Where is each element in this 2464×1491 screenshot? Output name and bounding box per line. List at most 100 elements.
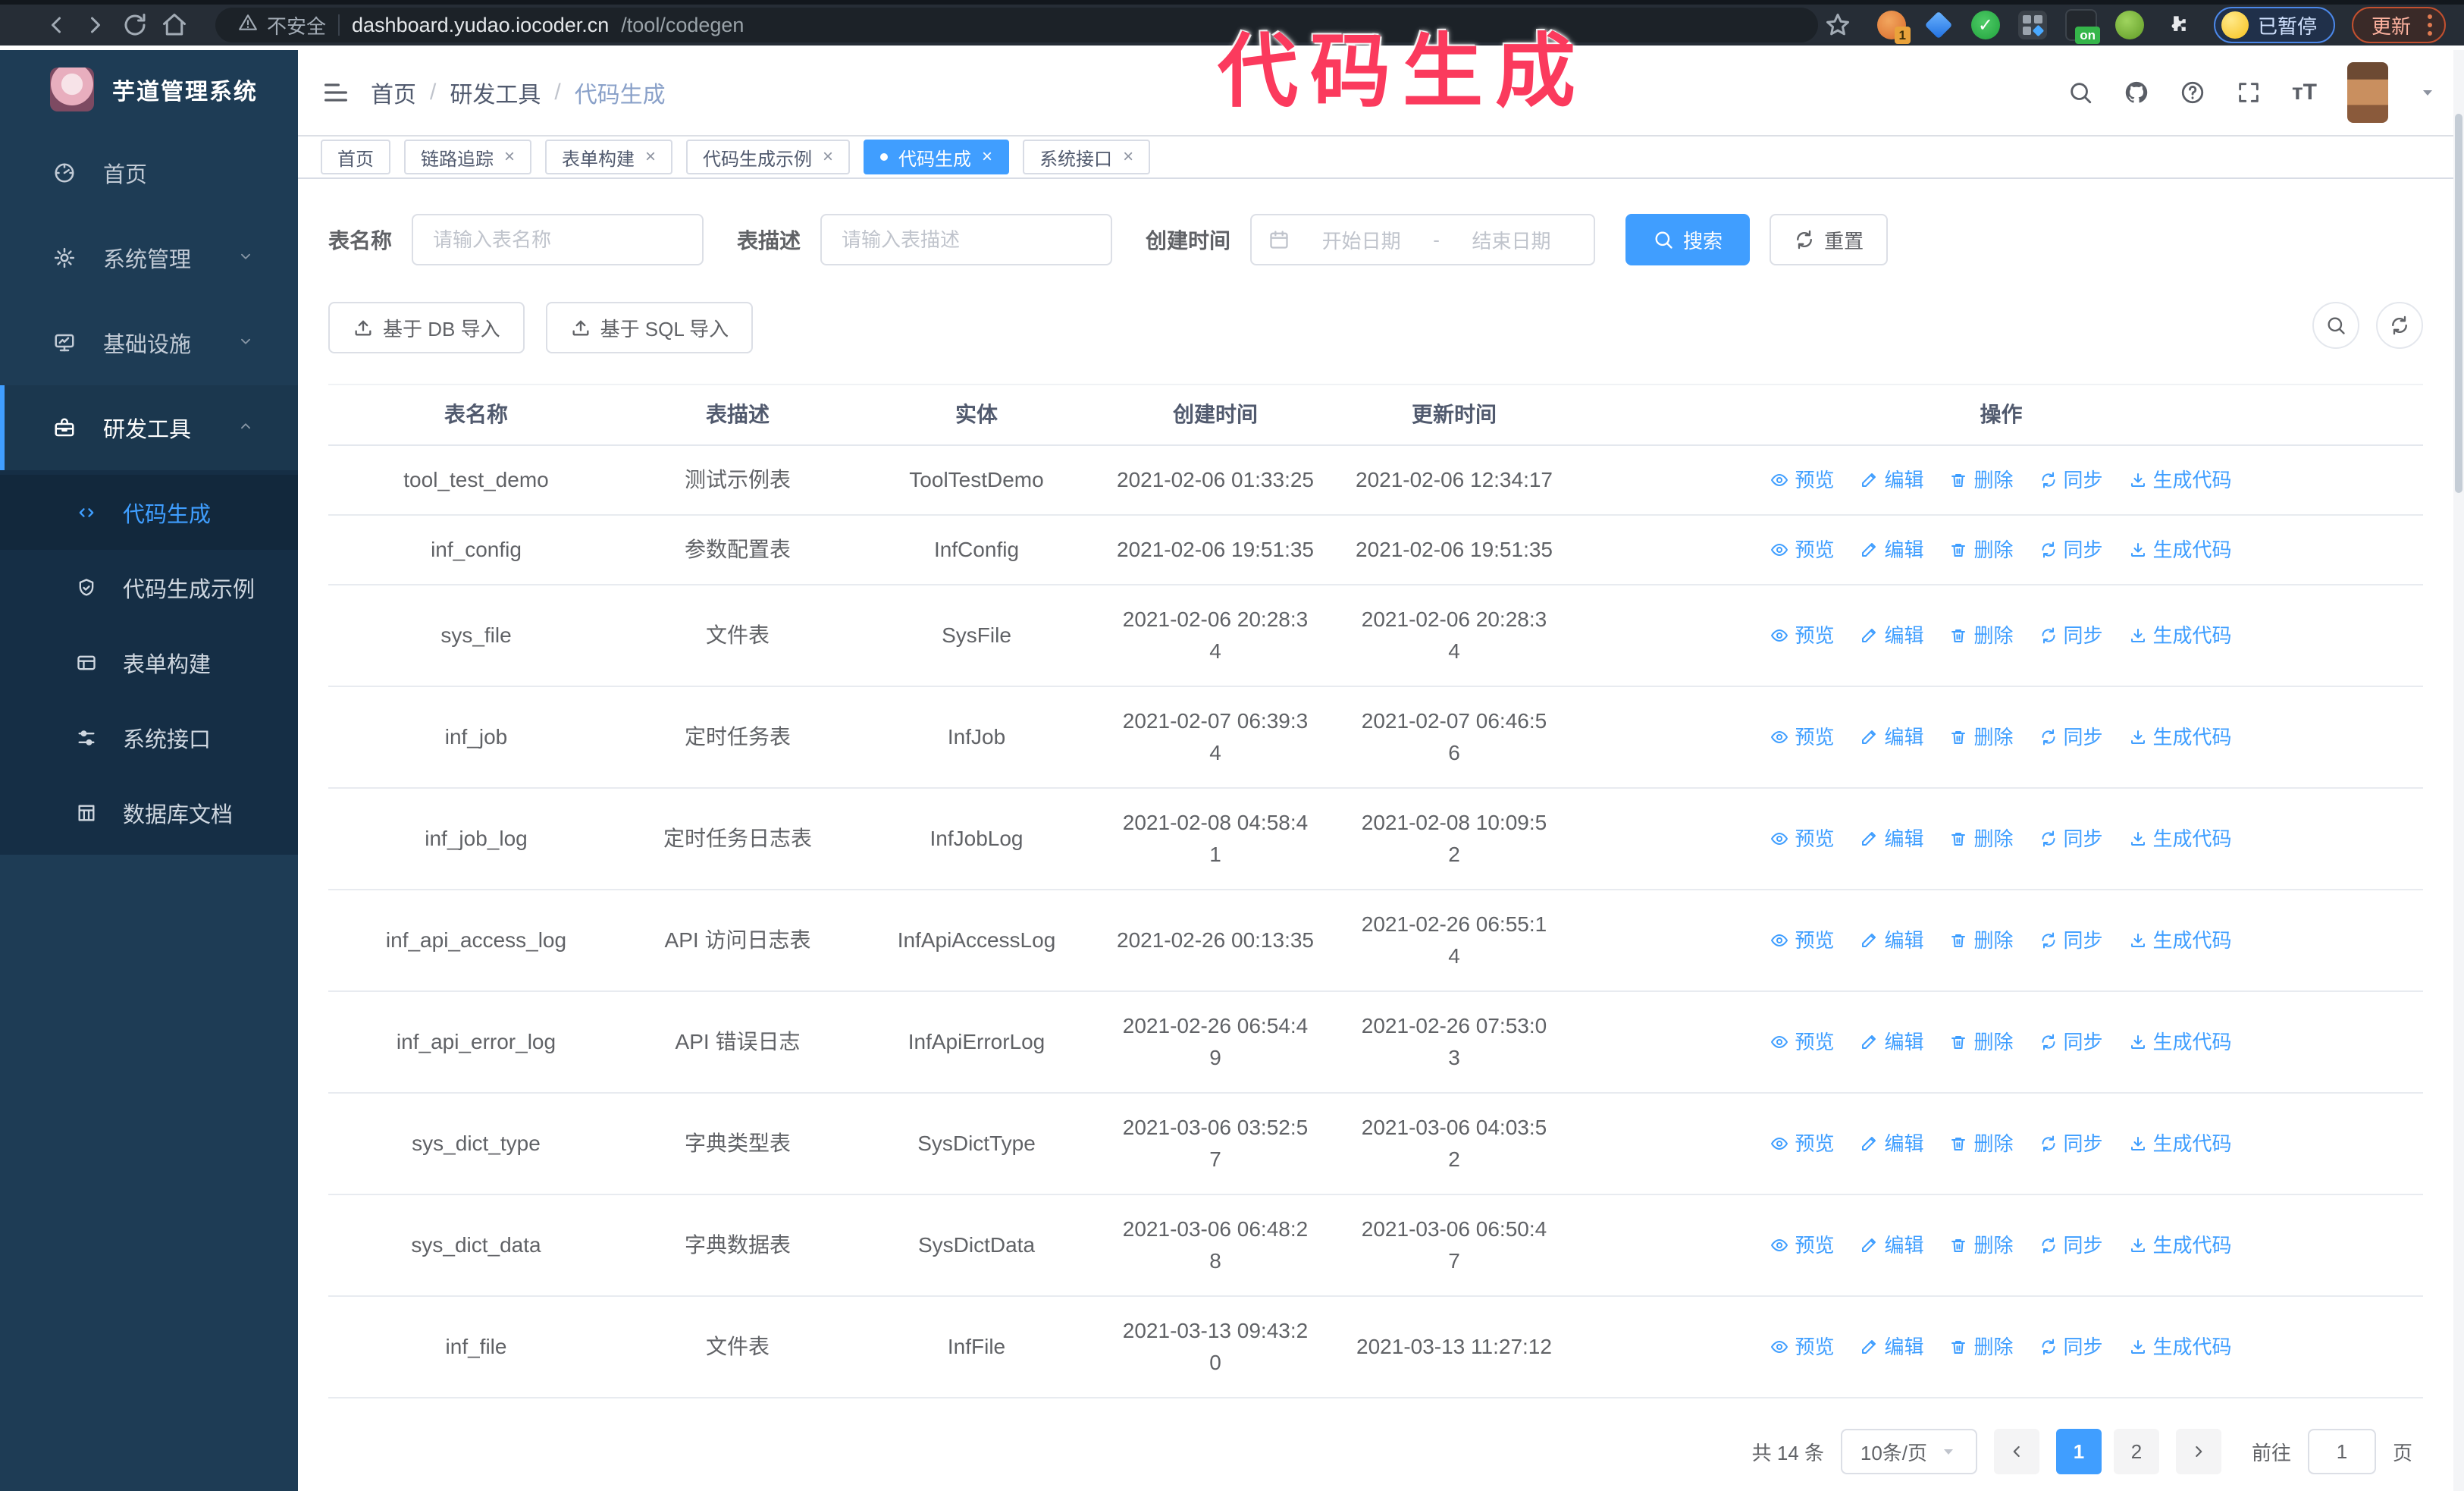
reset-button[interactable]: 重置 <box>1770 214 1889 265</box>
action-download-link[interactable]: 生成代码 <box>2129 926 2232 956</box>
sidebar-subitem-0[interactable]: 代码生成 <box>0 475 298 550</box>
tab-close-icon[interactable]: × <box>1123 146 1134 167</box>
extension-on-icon[interactable]: on <box>2064 9 2100 44</box>
sidebar-subitem-1[interactable]: 代码生成示例 <box>0 550 298 625</box>
action-eye-link[interactable]: 预览 <box>1770 1231 1834 1260</box>
page-button-1[interactable]: 1 <box>2055 1429 2102 1474</box>
address-bar[interactable]: 不安全 dashboard.yudao.iocoder.cn /tool/cod… <box>215 8 1818 42</box>
table-name-input[interactable] <box>412 214 704 265</box>
table-desc-input[interactable] <box>820 214 1113 265</box>
action-edit-link[interactable]: 编辑 <box>1860 621 1923 651</box>
tab-0[interactable]: 首页 <box>321 140 390 174</box>
action-trash-link[interactable]: 删除 <box>1949 1129 2014 1159</box>
action-trash-link[interactable]: 删除 <box>1949 621 2014 651</box>
action-download-link[interactable]: 生成代码 <box>2129 535 2232 565</box>
search-button[interactable]: 搜索 <box>1625 214 1751 265</box>
sidebar-subitem-4[interactable]: 数据库文档 <box>0 775 298 850</box>
extension-check-icon[interactable]: ✓ <box>1970 11 2000 39</box>
profile-paused-chip[interactable]: 已暂停 <box>2213 7 2335 43</box>
action-download-link[interactable]: 生成代码 <box>2129 723 2232 752</box>
action-edit-link[interactable]: 编辑 <box>1860 1332 1923 1362</box>
action-eye-link[interactable]: 预览 <box>1770 824 1834 854</box>
browser-forward-button[interactable] <box>76 5 115 45</box>
action-eye-link[interactable]: 预览 <box>1770 466 1834 495</box>
action-trash-link[interactable]: 删除 <box>1949 1028 2014 1057</box>
date-range-picker[interactable]: 开始日期 - 结束日期 <box>1250 214 1596 265</box>
action-download-link[interactable]: 生成代码 <box>2129 1332 2232 1362</box>
action-download-link[interactable]: 生成代码 <box>2129 1129 2232 1159</box>
page-size-select[interactable]: 10条/页 <box>1840 1429 1977 1474</box>
security-chip[interactable]: 不安全 <box>238 11 326 39</box>
action-edit-link[interactable]: 编辑 <box>1860 466 1923 495</box>
action-edit-link[interactable]: 编辑 <box>1860 535 1923 565</box>
extension-colorzilla-icon[interactable]: 1 <box>1876 11 1911 44</box>
action-download-link[interactable]: 生成代码 <box>2129 1028 2232 1057</box>
action-download-link[interactable]: 生成代码 <box>2129 824 2232 854</box>
action-trash-link[interactable]: 删除 <box>1949 824 2014 854</box>
tab-close-icon[interactable]: × <box>504 146 516 167</box>
extension-grid-icon[interactable] <box>2017 11 2047 39</box>
bookmark-star-icon[interactable] <box>1818 5 1857 45</box>
tab-4[interactable]: 代码生成 × <box>864 140 1010 174</box>
action-trash-link[interactable]: 删除 <box>1949 1231 2014 1260</box>
action-eye-link[interactable]: 预览 <box>1770 621 1834 651</box>
page-scrollbar[interactable] <box>2453 50 2464 1491</box>
github-icon[interactable] <box>2124 80 2149 105</box>
sidebar-subitem-3[interactable]: 系统接口 <box>0 700 298 775</box>
extensions-puzzle-icon[interactable] <box>2162 11 2191 39</box>
action-sync-link[interactable]: 同步 <box>2039 1231 2103 1260</box>
tab-close-icon[interactable]: × <box>645 146 657 167</box>
browser-update-button[interactable]: 更新 <box>2351 7 2446 43</box>
action-eye-link[interactable]: 预览 <box>1770 1028 1834 1057</box>
action-eye-link[interactable]: 预览 <box>1770 926 1834 956</box>
action-edit-link[interactable]: 编辑 <box>1860 926 1923 956</box>
extension-gem-icon[interactable] <box>1924 11 1953 39</box>
action-sync-link[interactable]: 同步 <box>2039 926 2103 956</box>
tab-1[interactable]: 链路追踪 × <box>404 140 532 174</box>
tab-close-icon[interactable]: × <box>982 146 993 167</box>
action-edit-link[interactable]: 编辑 <box>1860 723 1923 752</box>
action-download-link[interactable]: 生成代码 <box>2129 621 2232 651</box>
action-download-link[interactable]: 生成代码 <box>2129 1231 2232 1260</box>
action-trash-link[interactable]: 删除 <box>1949 926 2014 956</box>
action-trash-link[interactable]: 删除 <box>1949 466 2014 495</box>
help-icon[interactable] <box>2180 80 2205 105</box>
action-sync-link[interactable]: 同步 <box>2039 1332 2103 1362</box>
sidebar-subitem-2[interactable]: 表单构建 <box>0 625 298 700</box>
action-sync-link[interactable]: 同步 <box>2039 621 2103 651</box>
app-logo-row[interactable]: 芋道管理系统 <box>0 50 298 129</box>
action-sync-link[interactable]: 同步 <box>2039 723 2103 752</box>
action-edit-link[interactable]: 编辑 <box>1860 824 1923 854</box>
db-import-button[interactable]: 基于 DB 导入 <box>328 302 525 353</box>
action-edit-link[interactable]: 编辑 <box>1860 1028 1923 1057</box>
action-edit-link[interactable]: 编辑 <box>1860 1129 1923 1159</box>
browser-home-button[interactable] <box>155 5 194 45</box>
action-download-link[interactable]: 生成代码 <box>2129 466 2232 495</box>
tab-2[interactable]: 表单构建 × <box>545 140 673 174</box>
user-avatar[interactable] <box>2347 62 2388 123</box>
refresh-table-button[interactable] <box>2376 302 2423 349</box>
action-trash-link[interactable]: 删除 <box>1949 535 2014 565</box>
action-sync-link[interactable]: 同步 <box>2039 535 2103 565</box>
action-sync-link[interactable]: 同步 <box>2039 824 2103 854</box>
action-eye-link[interactable]: 预览 <box>1770 1332 1834 1362</box>
breadcrumb-item-tools[interactable]: 研发工具 <box>450 83 541 108</box>
font-size-button[interactable]: тT <box>2291 80 2317 105</box>
tab-5[interactable]: 系统接口 × <box>1023 140 1151 174</box>
prev-page-button[interactable] <box>1993 1429 2039 1474</box>
action-sync-link[interactable]: 同步 <box>2039 466 2103 495</box>
fullscreen-button[interactable] <box>2236 80 2262 105</box>
goto-page-input[interactable] <box>2307 1429 2376 1474</box>
extension-leaf-icon[interactable] <box>2114 11 2144 39</box>
toggle-search-button[interactable] <box>2312 302 2359 349</box>
action-eye-link[interactable]: 预览 <box>1770 535 1834 565</box>
action-eye-link[interactable]: 预览 <box>1770 723 1834 752</box>
breadcrumb-item-home[interactable]: 首页 <box>371 83 416 108</box>
browser-reload-button[interactable] <box>115 5 155 45</box>
action-trash-link[interactable]: 删除 <box>1949 1332 2014 1362</box>
tab-3[interactable]: 代码生成示例 × <box>686 140 851 174</box>
collapse-sidebar-button[interactable] <box>321 77 351 108</box>
browser-menu-icon[interactable] <box>2428 14 2432 36</box>
sidebar-item-1[interactable]: 系统管理 <box>0 215 298 300</box>
sidebar-item-0[interactable]: 首页 <box>0 130 298 215</box>
